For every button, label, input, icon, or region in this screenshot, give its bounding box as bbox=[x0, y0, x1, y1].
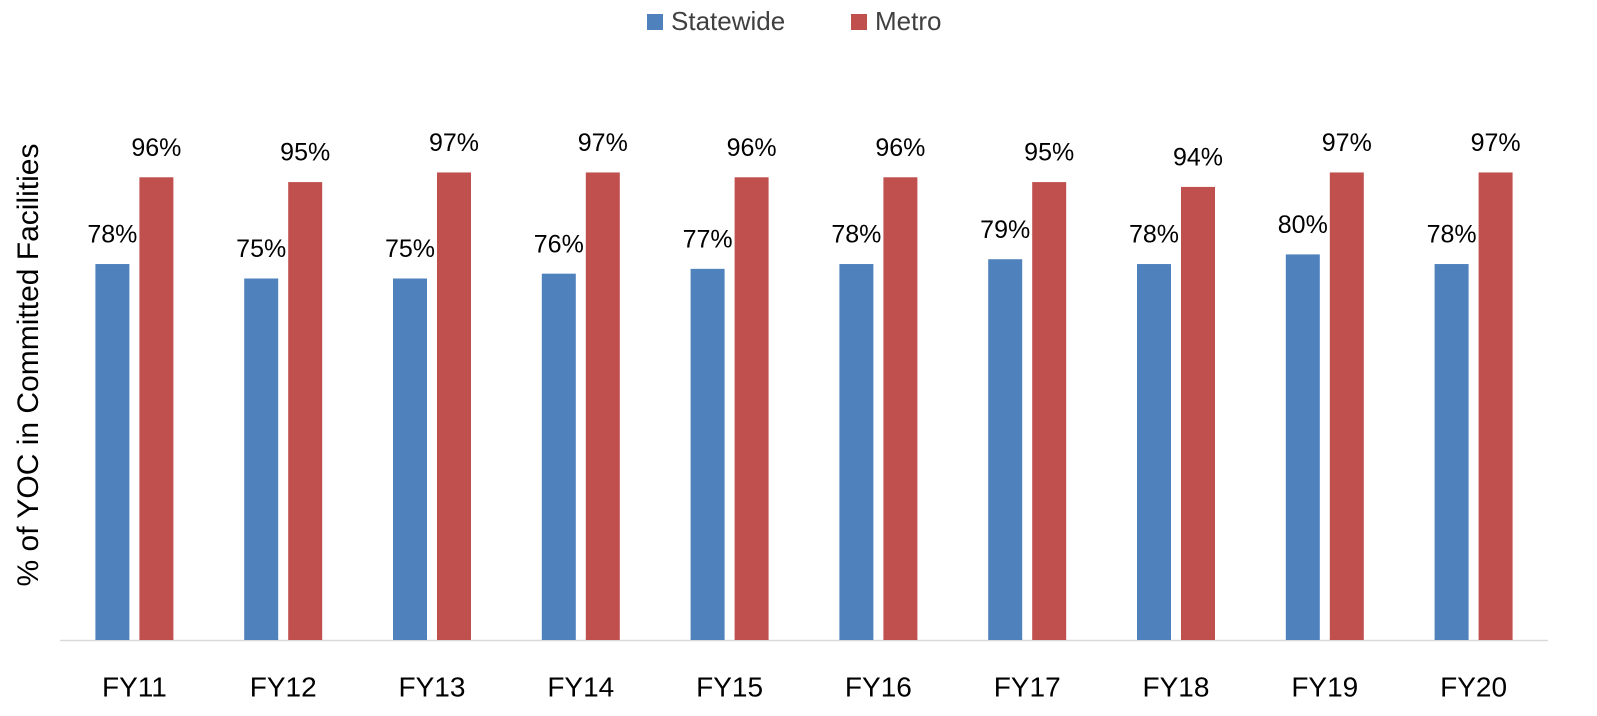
bar bbox=[1478, 172, 1513, 640]
data-label: 97% bbox=[1322, 129, 1372, 157]
bar bbox=[139, 177, 174, 640]
data-label: 97% bbox=[429, 129, 479, 157]
bar bbox=[1434, 264, 1469, 640]
bar bbox=[393, 278, 427, 640]
bar bbox=[541, 273, 576, 640]
x-tick-label: FY15 bbox=[696, 671, 763, 702]
legend-label: Statewide bbox=[671, 6, 785, 36]
bar bbox=[1181, 186, 1215, 641]
legend-swatch bbox=[647, 14, 663, 30]
data-label: 78% bbox=[1427, 221, 1477, 249]
x-tick-label: FY19 bbox=[1291, 671, 1358, 702]
x-tick-label: FY13 bbox=[399, 671, 466, 702]
x-tick-label: FY12 bbox=[250, 671, 317, 702]
bar bbox=[1032, 182, 1067, 640]
data-label: 78% bbox=[87, 221, 137, 249]
x-tick-label: FY16 bbox=[845, 671, 912, 702]
y-axis-label: % of YOC in Committed Facilities bbox=[12, 144, 45, 587]
data-label: 80% bbox=[1278, 211, 1328, 239]
bar bbox=[585, 172, 620, 640]
legend-label: Metro bbox=[875, 6, 941, 36]
data-label: 96% bbox=[727, 134, 777, 162]
bar bbox=[244, 278, 279, 640]
bar bbox=[1137, 264, 1171, 640]
data-label: 77% bbox=[683, 225, 733, 253]
data-label: 96% bbox=[875, 134, 925, 162]
bar bbox=[690, 268, 725, 640]
data-label: 76% bbox=[534, 230, 584, 258]
data-label: 75% bbox=[236, 235, 286, 263]
data-label: 94% bbox=[1173, 144, 1223, 172]
bar bbox=[1329, 172, 1364, 640]
data-label: 97% bbox=[1471, 129, 1521, 157]
bar bbox=[988, 259, 1023, 640]
data-label: 95% bbox=[280, 139, 330, 167]
data-label: 79% bbox=[980, 216, 1030, 244]
data-label: 95% bbox=[1024, 139, 1074, 167]
x-tick-label: FY18 bbox=[1143, 671, 1210, 702]
data-label: 96% bbox=[131, 134, 181, 162]
data-label: 97% bbox=[578, 129, 628, 157]
bar bbox=[734, 177, 769, 640]
bar bbox=[839, 264, 874, 640]
bar bbox=[883, 177, 918, 640]
bar bbox=[95, 264, 130, 640]
data-label: 78% bbox=[1129, 221, 1179, 249]
x-tick-label: FY20 bbox=[1440, 671, 1507, 702]
x-tick-label: FY11 bbox=[102, 671, 167, 702]
x-tick-label: FY17 bbox=[994, 671, 1061, 702]
legend-swatch bbox=[851, 14, 867, 30]
bar bbox=[1285, 254, 1320, 640]
data-label: 78% bbox=[831, 221, 881, 249]
data-label: 75% bbox=[385, 235, 435, 263]
x-tick-label: FY14 bbox=[547, 671, 614, 702]
bar bbox=[437, 172, 471, 640]
bar bbox=[288, 182, 323, 640]
